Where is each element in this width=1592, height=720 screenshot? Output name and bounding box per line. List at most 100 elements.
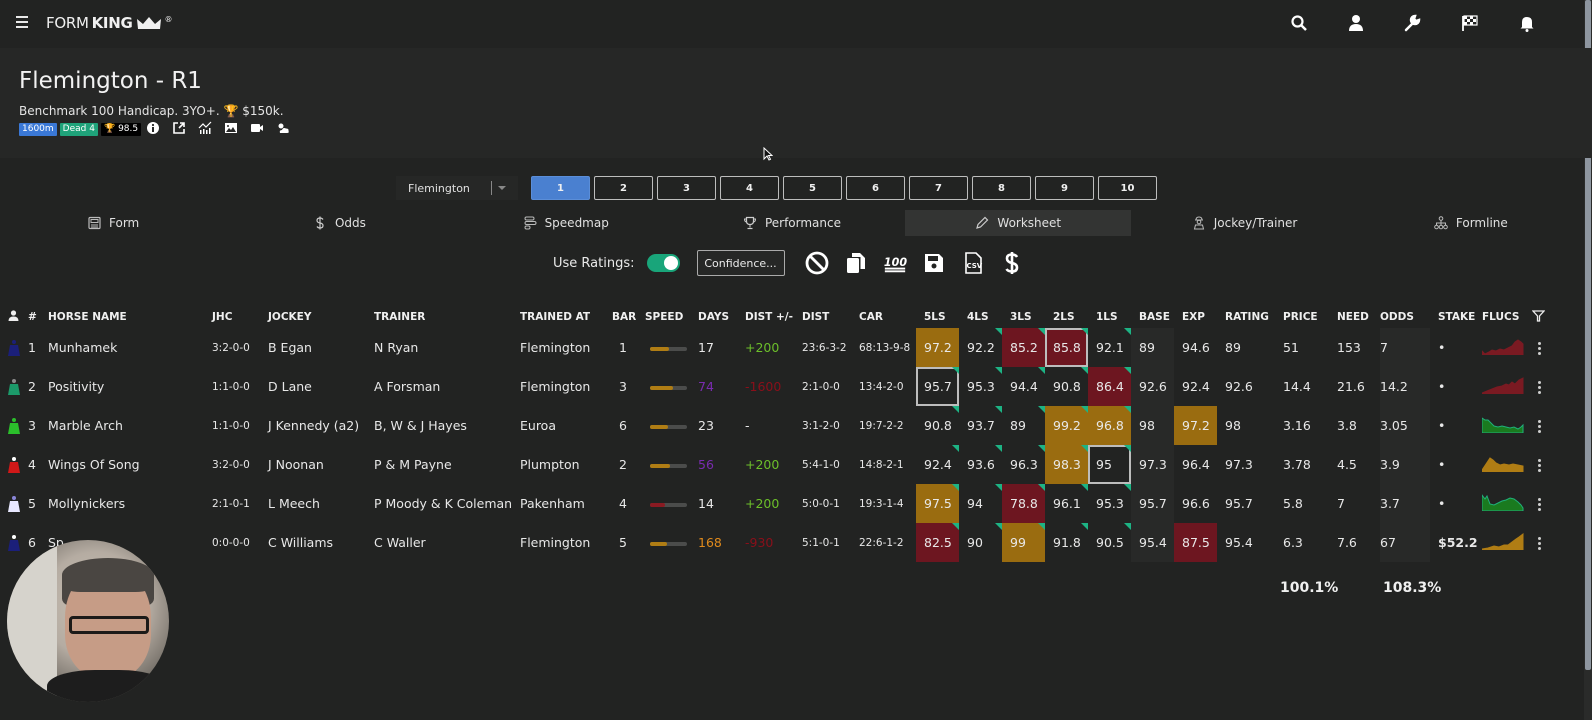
rating-2ls[interactable]: 98.3: [1045, 445, 1088, 484]
rating-2ls[interactable]: 99.2: [1045, 406, 1088, 445]
col-stake[interactable]: STAKE: [1438, 311, 1476, 323]
jockey-name[interactable]: D Lane: [268, 379, 312, 394]
flucs-sparkline[interactable]: [1481, 445, 1532, 484]
col-days[interactable]: DAYS: [698, 311, 730, 323]
flucs-sparkline[interactable]: [1481, 523, 1532, 562]
col-2ls[interactable]: 2LS: [1053, 311, 1075, 323]
confidence-button[interactable]: Confidence...: [696, 250, 785, 276]
col-jockey[interactable]: JOCKEY: [268, 311, 312, 323]
rating-5ls[interactable]: 97.5: [916, 484, 959, 523]
race-button-9[interactable]: 9: [1035, 176, 1094, 200]
row-menu-button[interactable]: [1532, 406, 1562, 445]
col-jhc[interactable]: JHC: [212, 311, 233, 323]
table-row[interactable]: 4 Wings Of Song 3:2-0-0 J Noonan P & M P…: [0, 445, 1562, 484]
rating-1ls[interactable]: 90.5: [1088, 523, 1131, 562]
search-icon[interactable]: [1290, 14, 1308, 32]
copy-button[interactable]: [844, 251, 868, 275]
row-menu-button[interactable]: [1532, 484, 1562, 523]
filter-button[interactable]: [1531, 306, 1562, 328]
venue-select[interactable]: Flemington: [396, 176, 518, 200]
race-button-6[interactable]: 6: [846, 176, 905, 200]
row-menu-button[interactable]: [1532, 445, 1562, 484]
use-ratings-toggle[interactable]: [646, 254, 680, 272]
race-button-3[interactable]: 3: [657, 176, 716, 200]
bell-icon[interactable]: [1518, 14, 1536, 32]
col-price[interactable]: PRICE: [1283, 311, 1318, 323]
jockey-name[interactable]: J Kennedy (a2): [268, 418, 360, 433]
col-need[interactable]: NEED: [1337, 311, 1369, 323]
table-row[interactable]: 3 Marble Arch 1:1-0-0 J Kennedy (a2) B, …: [0, 406, 1562, 445]
race-button-1[interactable]: 1: [531, 176, 590, 200]
rating-3ls[interactable]: 85.2: [1002, 328, 1045, 367]
tab-odds[interactable]: Odds: [226, 210, 452, 236]
horse-name[interactable]: Mollynickers: [48, 496, 126, 511]
race-button-2[interactable]: 2: [594, 176, 653, 200]
horse-name[interactable]: Positivity: [48, 379, 105, 394]
col-horse-name[interactable]: HORSE NAME: [48, 311, 127, 323]
horse-name[interactable]: Wings Of Song: [48, 457, 140, 472]
tab-speedmap[interactable]: Speedmap: [453, 210, 679, 236]
col-barrier[interactable]: BAR: [612, 311, 637, 323]
race-button-10[interactable]: 10: [1098, 176, 1157, 200]
rating-1ls[interactable]: 96.8: [1088, 406, 1131, 445]
flucs-sparkline[interactable]: [1481, 328, 1532, 367]
hundred-button[interactable]: 100: [883, 251, 907, 275]
rating-1ls[interactable]: 95: [1088, 445, 1131, 484]
col-car[interactable]: CAR: [859, 311, 883, 323]
csv-export-button[interactable]: CSV: [961, 251, 985, 275]
formking-logo[interactable]: FORM KING ®: [46, 14, 172, 32]
jockey-name[interactable]: B Egan: [268, 340, 312, 355]
col-number[interactable]: #: [28, 311, 37, 323]
trainer-name[interactable]: N Ryan: [374, 340, 419, 355]
jockey-name[interactable]: C Williams: [268, 535, 334, 550]
table-row[interactable]: 5 Mollynickers 2:1-0-1 L Meech P Moody &…: [0, 484, 1562, 523]
rating-3ls[interactable]: 96.3: [1002, 445, 1045, 484]
col-1ls[interactable]: 1LS: [1096, 311, 1118, 323]
table-row[interactable]: 2 Positivity 1:1-0-0 D Lane A Forsman Fl…: [0, 367, 1562, 406]
tab-formline[interactable]: Formline: [1358, 210, 1584, 236]
rating-5ls[interactable]: 82.5: [916, 523, 959, 562]
tab-performance[interactable]: Performance: [679, 210, 905, 236]
rating-2ls[interactable]: 85.8: [1045, 328, 1088, 367]
trainer-name[interactable]: B, W & J Hayes: [374, 418, 467, 433]
trainer-name[interactable]: A Forsman: [374, 379, 441, 394]
rating-3ls[interactable]: 89: [1002, 406, 1045, 445]
flucs-sparkline[interactable]: [1481, 367, 1532, 406]
rating-5ls[interactable]: 97.2: [916, 328, 959, 367]
rating-3ls[interactable]: 94.4: [1002, 367, 1045, 406]
page-scrollbar[interactable]: [1584, 0, 1592, 720]
col-dist[interactable]: DIST: [802, 311, 830, 323]
col-rating[interactable]: RATING: [1225, 311, 1269, 323]
checkered-flag-icon[interactable]: [1461, 14, 1479, 32]
external-link-icon[interactable]: [172, 121, 186, 135]
flucs-sparkline[interactable]: [1481, 484, 1532, 523]
rating-1ls[interactable]: 86.4: [1088, 367, 1131, 406]
hamburger-menu-icon[interactable]: [16, 16, 28, 28]
flucs-sparkline[interactable]: [1481, 406, 1532, 445]
rating-2ls[interactable]: 96.1: [1045, 484, 1088, 523]
col-odds[interactable]: ODDS: [1380, 311, 1414, 323]
tab-jockey-trainer[interactable]: Jockey/Trainer: [1131, 210, 1357, 236]
table-row[interactable]: 1 Munhamek 3:2-0-0 B Egan N Ryan Fleming…: [0, 328, 1562, 367]
user-icon[interactable]: [1347, 14, 1365, 32]
col-4ls[interactable]: 4LS: [967, 311, 989, 323]
col-flucs[interactable]: FLUCS: [1482, 311, 1520, 323]
table-row[interactable]: 6 Sp 0:0-0-0 C Williams C Waller Fleming…: [0, 523, 1562, 562]
rating-1ls[interactable]: 92.1: [1088, 328, 1131, 367]
trainer-name[interactable]: C Waller: [374, 535, 426, 550]
race-button-4[interactable]: 4: [720, 176, 779, 200]
jockey-name[interactable]: J Noonan: [268, 457, 324, 472]
rating-1ls[interactable]: 95.3: [1088, 484, 1131, 523]
info-icon[interactable]: [146, 121, 160, 135]
rating-3ls[interactable]: 99: [1002, 523, 1045, 562]
rating-4ls[interactable]: 92.2: [959, 328, 1002, 367]
col-5ls[interactable]: 5LS: [924, 311, 946, 323]
weather-icon[interactable]: [276, 121, 290, 135]
col-speed[interactable]: SPEED: [645, 311, 684, 323]
horse-name[interactable]: Munhamek: [48, 340, 118, 355]
rating-2ls[interactable]: 90.8: [1045, 367, 1088, 406]
rating-2ls[interactable]: 91.8: [1045, 523, 1088, 562]
wrench-icon[interactable]: [1403, 14, 1421, 32]
image-icon[interactable]: [224, 121, 238, 135]
rating-5ls[interactable]: 90.8: [916, 406, 959, 445]
